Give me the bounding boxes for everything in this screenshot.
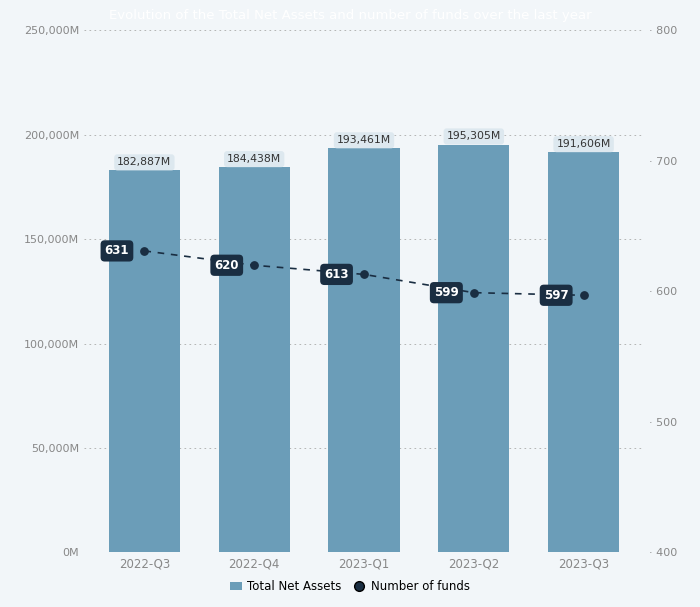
Bar <box>218 168 290 552</box>
Text: 184,438M: 184,438M <box>227 154 281 164</box>
Bar <box>328 148 400 552</box>
Text: 613: 613 <box>324 268 349 281</box>
Text: 631: 631 <box>105 245 130 257</box>
Text: 193,461M: 193,461M <box>337 135 391 145</box>
Legend: Total Net Assets, Number of funds: Total Net Assets, Number of funds <box>225 575 475 598</box>
Point <box>468 288 480 297</box>
Point <box>139 246 150 256</box>
Text: 597: 597 <box>544 289 568 302</box>
Bar <box>548 152 620 552</box>
Text: 195,305M: 195,305M <box>447 132 501 141</box>
Point <box>248 260 260 270</box>
Text: 620: 620 <box>214 259 239 272</box>
Text: 599: 599 <box>434 286 458 299</box>
Bar <box>108 171 180 552</box>
Text: Evolution of the Total Net Assets and number of funds over the last year: Evolution of the Total Net Assets and nu… <box>108 9 592 22</box>
Text: 191,606M: 191,606M <box>556 139 611 149</box>
Point <box>578 290 589 300</box>
Text: 182,887M: 182,887M <box>118 157 172 168</box>
Point <box>358 270 370 279</box>
Bar <box>438 144 510 552</box>
